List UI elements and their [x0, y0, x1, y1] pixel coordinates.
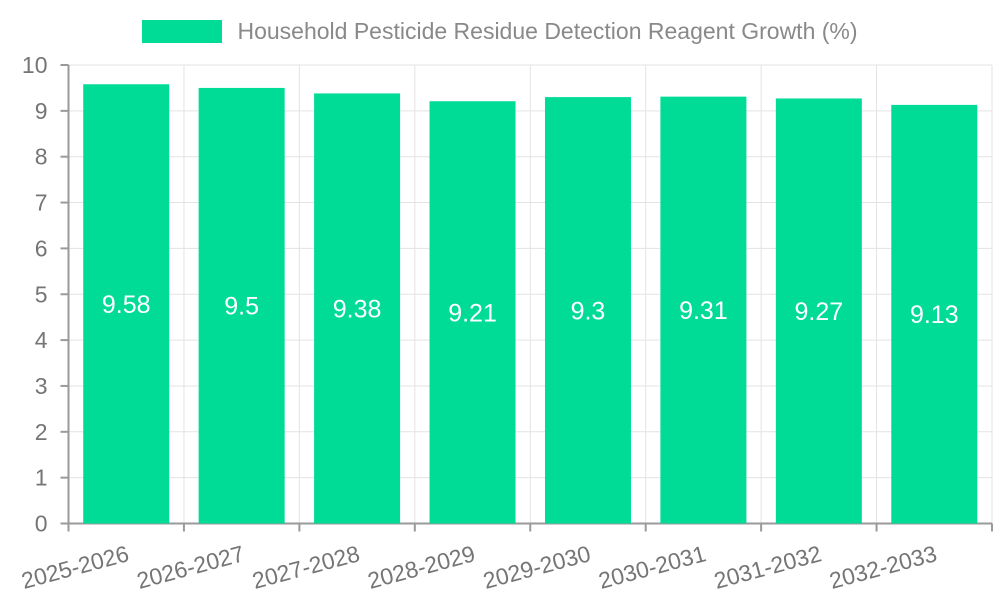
bar-value-label: 9.38	[333, 295, 382, 323]
bar-value-label: 9.27	[795, 298, 844, 326]
bar-value-label: 9.58	[102, 291, 151, 319]
y-axis-tick-label: 1	[35, 465, 48, 491]
x-axis-category-label: 2026-2027	[134, 540, 247, 594]
bar-2031-2032[interactable]	[775, 98, 862, 524]
y-axis-tick-label: 9	[35, 98, 48, 124]
y-axis-tick-label: 7	[35, 190, 48, 216]
y-axis-tick-label: 5	[35, 281, 48, 307]
x-axis-category-label: 2029-2030	[480, 540, 593, 594]
x-axis-category-label: 2028-2029	[365, 540, 478, 594]
y-axis-tick-label: 3	[35, 373, 48, 399]
y-axis-tick-label: 4	[35, 327, 48, 353]
bar-value-label: 9.3	[571, 297, 606, 325]
bar-2026-2027[interactable]	[198, 87, 285, 524]
bar-2027-2028[interactable]	[314, 93, 401, 524]
y-axis-tick-label: 8	[35, 144, 48, 170]
legend-label: Household Pesticide Residue Detection Re…	[237, 18, 858, 44]
x-axis-category-label: 2025-2026	[19, 540, 132, 594]
x-axis-category-label: 2031-2032	[711, 540, 824, 594]
bar-2028-2029[interactable]	[429, 101, 516, 524]
y-axis-tick-label: 0	[35, 511, 48, 537]
bar-value-label: 9.13	[910, 301, 959, 329]
bar-2032-2033[interactable]	[891, 104, 978, 524]
bar-2030-2031[interactable]	[660, 96, 747, 524]
bar-2025-2026[interactable]	[83, 84, 170, 524]
y-axis-tick-label: 6	[35, 235, 48, 261]
y-axis-tick-label: 2	[35, 419, 48, 445]
bar-value-label: 9.5	[224, 293, 259, 321]
bar-value-label: 9.21	[448, 299, 497, 327]
x-axis-category-label: 2027-2028	[249, 540, 362, 594]
bar-value-label: 9.31	[679, 297, 728, 325]
y-axis-tick-label: 10	[22, 52, 48, 78]
x-axis-category-label: 2032-2033	[827, 540, 940, 594]
chart-legend[interactable]: Household Pesticide Residue Detection Re…	[0, 20, 1000, 43]
x-axis-category-label: 2030-2031	[596, 540, 709, 594]
bar-2029-2030[interactable]	[544, 97, 631, 524]
legend-swatch[interactable]	[142, 20, 223, 43]
